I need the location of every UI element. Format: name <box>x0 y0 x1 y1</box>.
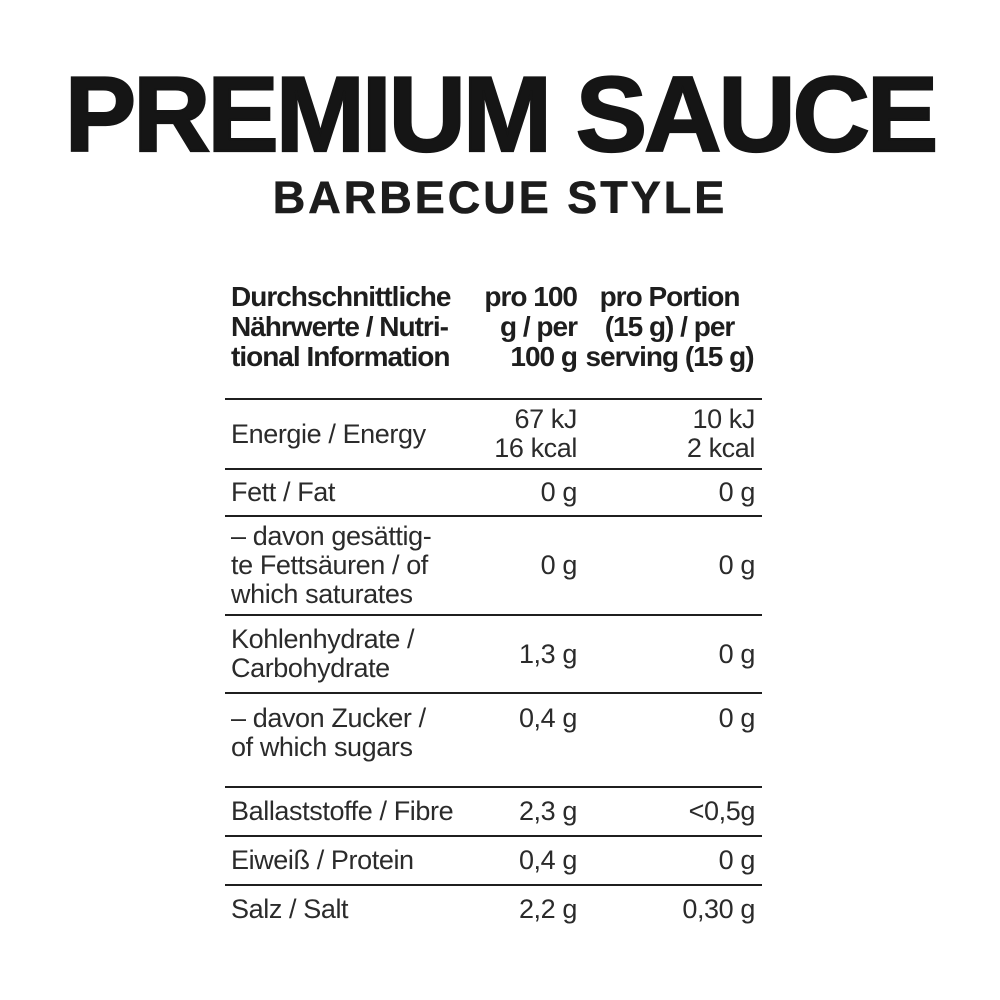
value-per-portion: <0,5g <box>688 796 756 826</box>
value-per-portion: 0 g <box>718 638 756 669</box>
nutrient-label: Salz / Salt <box>231 894 349 924</box>
table-row-carbohydrate: Kohlenhydrate / Carbohydrate 1,3 g 0 g <box>225 616 762 694</box>
table-row-sugars: – davon Zucker / of which sugars 0,4 g 0… <box>225 694 762 788</box>
header-per-100g-column: pro 100 g / per 100 g <box>484 281 578 372</box>
table-row-fibre: Ballaststoffe / Fibre 2,3 g <0,5g <box>225 788 762 837</box>
product-subtitle: BARBECUE STYLE <box>272 172 728 223</box>
table-row-protein: Eiweiß / Protein 0,4 g 0 g <box>225 837 762 886</box>
header-per-portion-column: pro Portion (15 g) / per serving (15 g) <box>585 281 754 372</box>
table-header-row: Durchschnittliche Nährwerte / Nutri- tio… <box>225 282 762 400</box>
nutrient-label: Energie / Energy <box>231 418 426 449</box>
table-row-fat: Fett / Fat 0 g 0 g <box>225 470 762 517</box>
table-row-energy: Energie / Energy 67 kJ 16 kcal 10 kJ 2 k… <box>225 400 762 470</box>
table-row-saturates: – davon gesättig- te Fettsäuren / of whi… <box>225 517 762 616</box>
value-per-portion: 0 g <box>718 845 756 875</box>
value-per-portion: 0,30 g <box>682 894 755 924</box>
nutrient-label: – davon gesättig- te Fettsäuren / of whi… <box>231 521 432 609</box>
value-per-100g: 67 kJ 16 kcal <box>494 404 577 463</box>
nutrition-table: Durchschnittliche Nährwerte / Nutri- tio… <box>225 282 762 933</box>
value-per-100g: 0 g <box>540 550 578 580</box>
value-per-100g: 2,2 g <box>518 894 577 924</box>
value-per-100g: 2,3 g <box>518 796 577 826</box>
value-per-portion: 0 g <box>718 703 756 733</box>
nutrient-label: Ballaststoffe / Fibre <box>231 796 454 826</box>
product-title: PREMIUM SAUCE <box>64 54 940 174</box>
value-per-100g: 0,4 g <box>518 703 577 733</box>
value-per-portion: 10 kJ 2 kcal <box>686 404 756 463</box>
nutrient-label: Eiweiß / Protein <box>231 845 414 875</box>
value-per-portion: 0 g <box>718 550 756 580</box>
value-per-100g: 1,3 g <box>518 638 577 669</box>
value-per-100g: 0 g <box>540 477 578 507</box>
nutrient-label: – davon Zucker / of which sugars <box>231 703 426 762</box>
value-per-100g: 0,4 g <box>518 845 577 875</box>
header-nutrients-column: Durchschnittliche Nährwerte / Nutri- tio… <box>231 281 451 372</box>
table-row-salt: Salz / Salt 2,2 g 0,30 g <box>225 886 762 933</box>
nutrient-label: Kohlenhydrate / Carbohydrate <box>231 624 415 683</box>
value-per-portion: 0 g <box>718 477 756 507</box>
nutrient-label: Fett / Fat <box>231 477 336 507</box>
